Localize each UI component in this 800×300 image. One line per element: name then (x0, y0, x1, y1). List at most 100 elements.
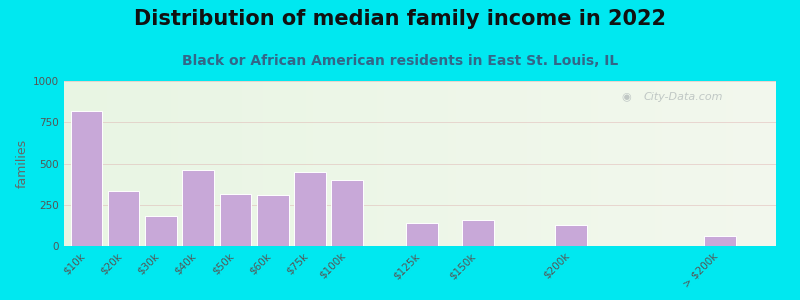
Y-axis label: families: families (16, 139, 29, 188)
Bar (641, 81, 648, 246)
Bar (294, 172, 326, 246)
Bar (356, 81, 363, 246)
Bar (591, 81, 598, 246)
Bar (64, 81, 71, 246)
Bar (114, 81, 121, 246)
Bar (171, 81, 178, 246)
Bar (449, 81, 456, 246)
Bar (214, 81, 221, 246)
Bar (385, 81, 391, 246)
Bar (462, 81, 470, 246)
Bar (456, 81, 462, 246)
Bar (398, 81, 406, 246)
Bar (612, 81, 619, 246)
Bar (498, 81, 506, 246)
Bar (256, 81, 263, 246)
Bar (221, 81, 228, 246)
Bar (235, 81, 242, 246)
Bar (526, 81, 534, 246)
Bar (669, 81, 676, 246)
Bar (391, 81, 398, 246)
Bar (634, 81, 641, 246)
Bar (434, 81, 442, 246)
Bar (676, 81, 683, 246)
Bar (93, 81, 100, 246)
Bar (598, 81, 605, 246)
Bar (648, 81, 655, 246)
Bar (690, 81, 698, 246)
Bar (285, 81, 292, 246)
Bar (506, 81, 513, 246)
Bar (413, 81, 420, 246)
Bar (626, 81, 634, 246)
Bar (342, 81, 349, 246)
Bar (548, 81, 555, 246)
Bar (299, 81, 306, 246)
Bar (705, 81, 712, 246)
Bar (142, 81, 150, 246)
Bar (164, 81, 171, 246)
Bar (698, 81, 705, 246)
Bar (683, 81, 690, 246)
Bar (121, 81, 128, 246)
Bar (570, 81, 577, 246)
Bar (427, 81, 434, 246)
Text: Distribution of median family income in 2022: Distribution of median family income in … (134, 9, 666, 29)
Bar (662, 81, 669, 246)
Bar (128, 81, 135, 246)
Bar (462, 220, 494, 246)
Bar (334, 81, 342, 246)
Bar (249, 81, 256, 246)
Bar (145, 216, 177, 246)
Bar (292, 81, 299, 246)
Bar (484, 81, 491, 246)
Bar (534, 81, 541, 246)
Text: Black or African American residents in East St. Louis, IL: Black or African American residents in E… (182, 54, 618, 68)
Bar (470, 81, 477, 246)
Bar (106, 81, 114, 246)
Bar (420, 81, 427, 246)
Bar (228, 81, 235, 246)
Bar (520, 81, 527, 246)
Bar (734, 81, 741, 246)
Bar (762, 81, 769, 246)
Bar (769, 81, 776, 246)
Bar (577, 81, 584, 246)
Bar (71, 81, 78, 246)
Bar (655, 81, 662, 246)
Bar (747, 81, 754, 246)
Bar (513, 81, 520, 246)
Bar (150, 81, 157, 246)
Bar (242, 81, 249, 246)
Bar (555, 224, 587, 246)
Bar (278, 81, 285, 246)
Bar (331, 180, 363, 246)
Bar (185, 81, 192, 246)
Bar (370, 81, 378, 246)
Bar (314, 81, 320, 246)
Bar (178, 81, 185, 246)
Bar (306, 81, 314, 246)
Bar (406, 223, 438, 246)
Bar (108, 191, 139, 246)
Bar (70, 111, 102, 246)
Bar (270, 81, 278, 246)
Bar (442, 81, 449, 246)
Bar (206, 81, 214, 246)
Text: ◉: ◉ (622, 92, 631, 103)
Bar (562, 81, 570, 246)
Bar (754, 81, 762, 246)
Bar (192, 81, 199, 246)
Bar (257, 195, 289, 246)
Bar (157, 81, 164, 246)
Bar (741, 81, 747, 246)
Bar (378, 81, 385, 246)
Bar (263, 81, 270, 246)
Bar (619, 81, 626, 246)
Bar (704, 236, 736, 246)
Bar (349, 81, 356, 246)
Bar (182, 170, 214, 246)
Bar (719, 81, 726, 246)
Bar (726, 81, 734, 246)
Bar (86, 81, 93, 246)
